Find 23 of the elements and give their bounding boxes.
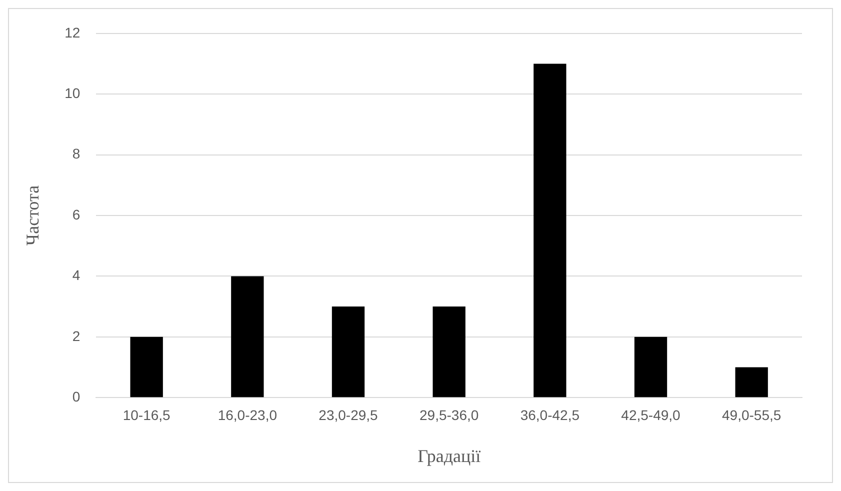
y-tick-label: 0 — [72, 388, 80, 404]
bar — [332, 306, 365, 398]
y-tick-label: 10 — [64, 84, 80, 101]
x-tick-label: 36,0-42,5 — [520, 406, 580, 423]
x-tick-label: 49,0-55,5 — [722, 406, 782, 423]
bar — [534, 64, 566, 398]
bar — [634, 336, 668, 398]
bar — [130, 336, 163, 398]
y-tick-label: 12 — [64, 24, 80, 40]
bar — [231, 276, 264, 398]
y-tick-label: 2 — [72, 328, 80, 344]
bar — [735, 367, 768, 398]
x-tick-label: 16,0-23,0 — [218, 406, 278, 423]
y-tick-label: 6 — [72, 206, 80, 222]
x-tick-label: 23,0-29,5 — [318, 406, 378, 423]
y-tick-label: 4 — [72, 267, 80, 284]
bar — [432, 306, 466, 398]
x-tick-label: 10-16,5 — [122, 406, 171, 423]
y-axis-title: Частота — [22, 185, 43, 246]
x-tick-label: 29,5-36,0 — [420, 406, 479, 423]
x-tick-label: 42,5-49,0 — [621, 406, 681, 423]
x-axis-title: Градації — [418, 446, 481, 466]
y-tick-label: 8 — [72, 146, 80, 162]
